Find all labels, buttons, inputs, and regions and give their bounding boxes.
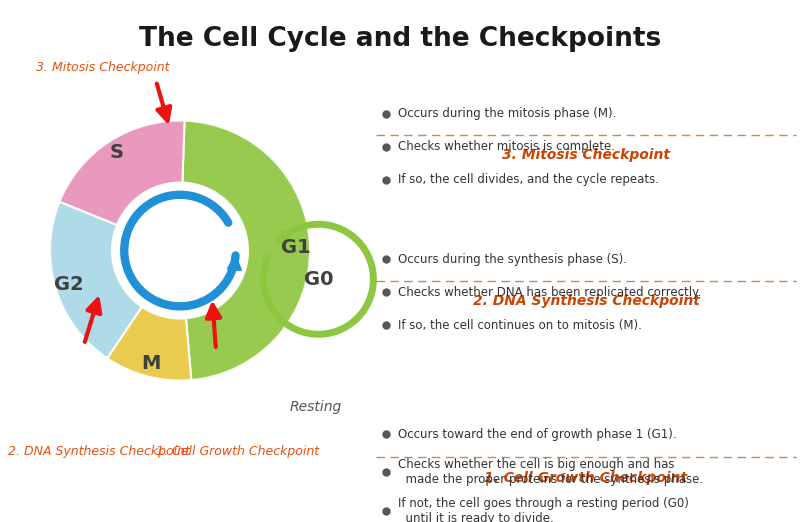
Text: Occurs toward the end of growth phase 1 (G1).: Occurs toward the end of growth phase 1 …	[398, 428, 677, 441]
Text: M: M	[141, 354, 161, 373]
Wedge shape	[59, 121, 185, 225]
Text: Occurs during the mitosis phase (M).: Occurs during the mitosis phase (M).	[398, 108, 616, 120]
Text: S: S	[110, 144, 124, 162]
Text: 3. Mitosis Checkpoint: 3. Mitosis Checkpoint	[36, 62, 170, 74]
Text: G1: G1	[282, 238, 311, 257]
Text: If not, the cell goes through a resting period (G0)
  until it is ready to divid: If not, the cell goes through a resting …	[398, 496, 689, 522]
Text: Occurs during the synthesis phase (S).: Occurs during the synthesis phase (S).	[398, 253, 627, 266]
Wedge shape	[182, 121, 310, 380]
Text: Checks whether DNA has been replicated correctly.: Checks whether DNA has been replicated c…	[398, 286, 702, 299]
Wedge shape	[50, 202, 142, 358]
Text: If so, the cell continues on to mitosis (M).: If so, the cell continues on to mitosis …	[398, 319, 642, 331]
Text: 2. DNA Synthesis Checkpoint: 2. DNA Synthesis Checkpoint	[8, 445, 190, 458]
Text: Checks whether the cell is big enough and has
  made the proper proteins for the: Checks whether the cell is big enough an…	[398, 458, 703, 487]
Text: If so, the cell divides, and the cycle repeats.: If so, the cell divides, and the cycle r…	[398, 173, 659, 186]
Text: The Cell Cycle and the Checkpoints: The Cell Cycle and the Checkpoints	[139, 26, 661, 52]
Text: 3. Mitosis Checkpoint: 3. Mitosis Checkpoint	[502, 148, 670, 161]
Text: 1. Cell Growth Checkpoint: 1. Cell Growth Checkpoint	[156, 445, 319, 458]
Text: Resting: Resting	[290, 400, 342, 414]
Wedge shape	[107, 307, 191, 381]
Text: 2. DNA Synthesis Checkpoint: 2. DNA Synthesis Checkpoint	[473, 294, 699, 307]
Text: G2: G2	[54, 275, 83, 294]
Text: G0: G0	[304, 270, 333, 289]
Text: 1. Cell Growth Checkpoint: 1. Cell Growth Checkpoint	[485, 471, 687, 484]
Text: Checks whether mitosis is complete.: Checks whether mitosis is complete.	[398, 140, 615, 153]
